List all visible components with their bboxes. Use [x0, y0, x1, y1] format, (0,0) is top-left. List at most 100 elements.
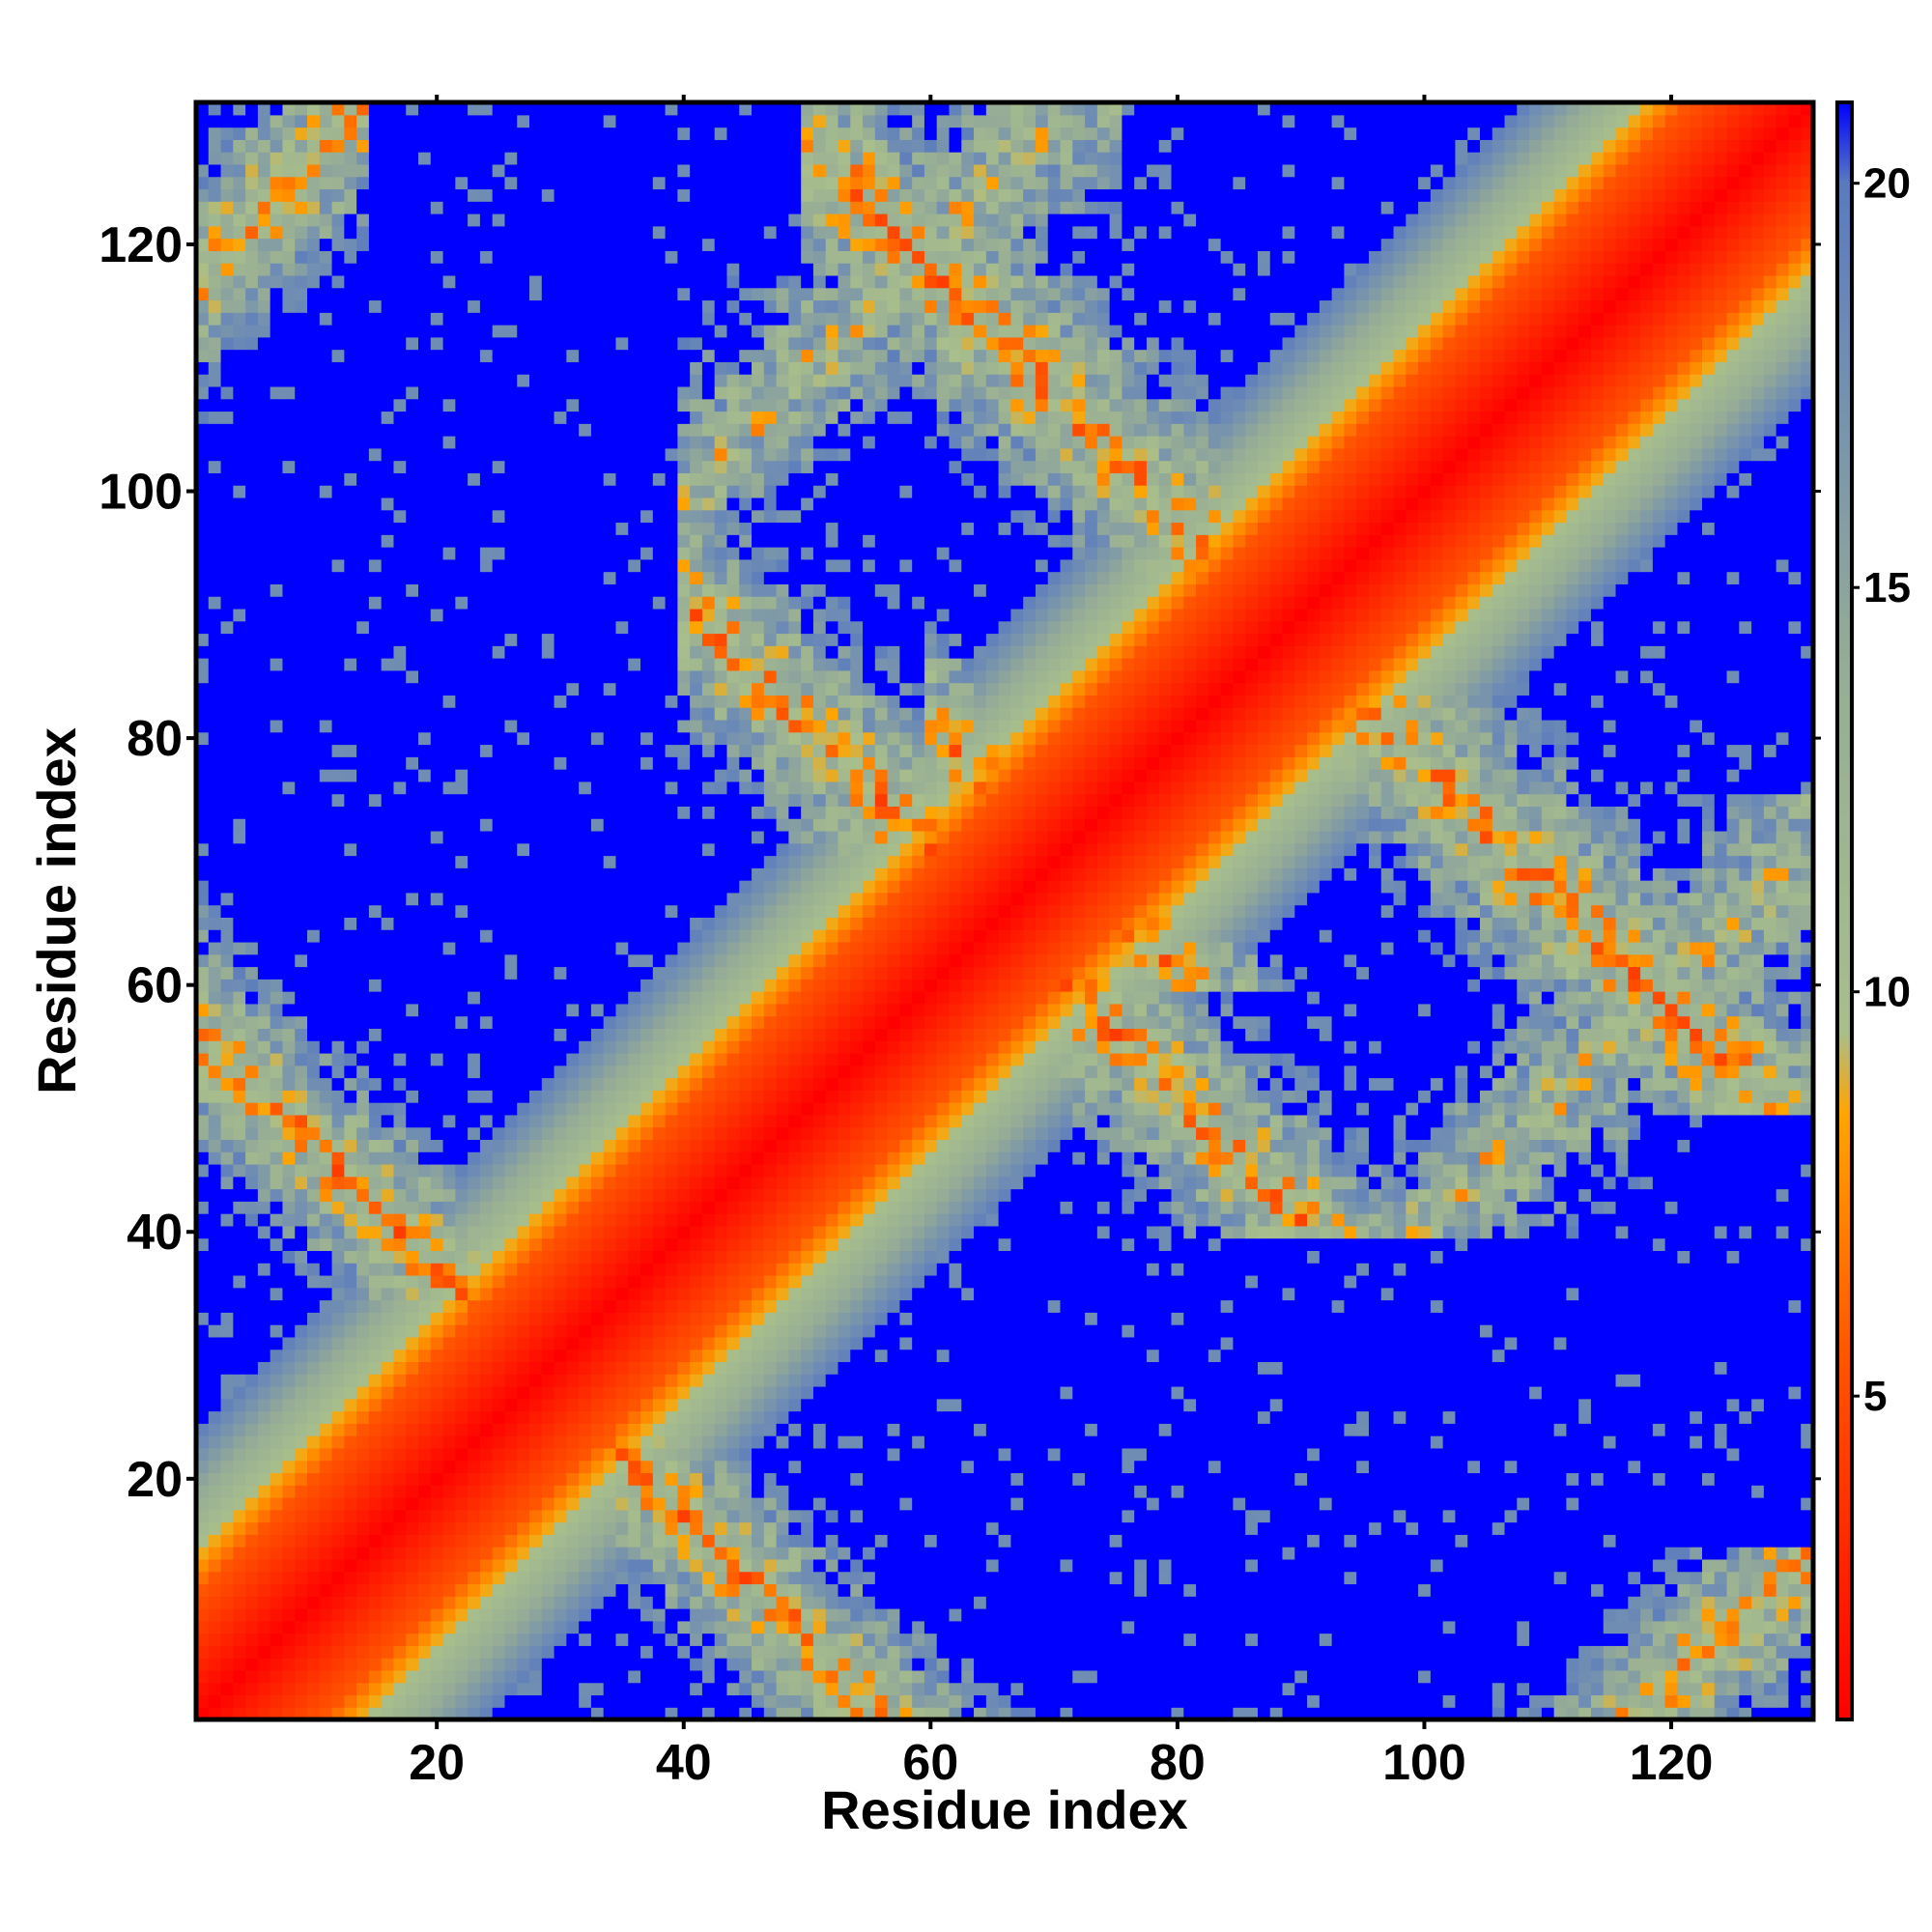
heatmap-cell	[826, 1608, 838, 1621]
heatmap-cell	[838, 1658, 850, 1670]
heatmap-cell	[1616, 1645, 1629, 1658]
heatmap-cell	[1517, 1559, 1529, 1572]
heatmap-cell	[961, 1324, 974, 1337]
heatmap-cell	[653, 1572, 666, 1584]
heatmap-cell	[591, 1572, 604, 1584]
heatmap-cell	[455, 1324, 468, 1337]
heatmap-cell	[332, 1658, 345, 1670]
heatmap-cell	[1085, 1263, 1097, 1275]
heatmap-cell	[640, 1608, 653, 1621]
heatmap-cell	[1788, 1448, 1801, 1461]
heatmap-cell	[566, 1472, 579, 1485]
heatmap-cell	[1221, 1547, 1234, 1559]
heatmap-cell	[1320, 1485, 1332, 1497]
heatmap-cell	[1640, 1522, 1653, 1535]
heatmap-cell	[1616, 1288, 1629, 1300]
heatmap-cell	[282, 1522, 295, 1535]
heatmap-cell	[1061, 1559, 1073, 1572]
heatmap-cell	[209, 1547, 221, 1559]
heatmap-cell	[653, 1485, 666, 1497]
heatmap-cell	[1270, 1534, 1283, 1547]
heatmap-cell	[653, 1583, 666, 1596]
heatmap-cell	[1307, 1608, 1320, 1621]
heatmap-cell	[813, 1534, 826, 1547]
heatmap-cell	[1542, 1634, 1554, 1646]
heatmap-cell	[1702, 1670, 1715, 1683]
heatmap-cell	[542, 1461, 554, 1473]
heatmap-cell	[579, 1485, 591, 1497]
heatmap-cell	[1418, 1312, 1431, 1324]
heatmap-cell	[604, 1485, 616, 1497]
heatmap-cell	[1677, 1423, 1690, 1435]
heatmap-cell	[258, 1263, 270, 1275]
heatmap-cell	[1467, 1250, 1480, 1263]
heatmap-cell	[1307, 1288, 1320, 1300]
heatmap-cell	[1344, 1522, 1356, 1535]
heatmap-cell	[924, 1435, 937, 1448]
heatmap-cell	[1431, 1572, 1443, 1584]
heatmap-cell	[591, 1411, 604, 1424]
heatmap-cell	[1010, 1472, 1023, 1485]
heatmap-cell	[715, 1559, 727, 1572]
heatmap-cell	[838, 1522, 850, 1535]
heatmap-cell	[295, 1300, 307, 1313]
heatmap-cell	[801, 1361, 813, 1374]
heatmap-cell	[1036, 1386, 1048, 1399]
heatmap-cell	[1332, 1448, 1345, 1461]
heatmap-cell	[1640, 1250, 1653, 1263]
heatmap-cell	[1036, 1645, 1048, 1658]
heatmap-cell	[1665, 1350, 1678, 1362]
heatmap-cell	[1208, 1694, 1221, 1707]
heatmap-cell	[566, 1596, 579, 1608]
heatmap-cell	[702, 1583, 715, 1596]
heatmap-cell	[566, 1263, 579, 1275]
heatmap-cell	[1443, 1337, 1456, 1350]
heatmap-cell	[221, 1658, 234, 1670]
heatmap-cell	[455, 1572, 468, 1584]
heatmap-cell	[591, 1683, 604, 1695]
heatmap-cell	[961, 1608, 974, 1621]
heatmap-cell	[1048, 1250, 1061, 1263]
heatmap-cell	[726, 1324, 739, 1337]
heatmap-cell	[529, 1312, 542, 1324]
heatmap-cell	[1640, 1324, 1653, 1337]
heatmap-cell	[912, 1645, 924, 1658]
heatmap-cell	[1542, 1596, 1554, 1608]
heatmap-cell	[1788, 1399, 1801, 1411]
heatmap-cell	[850, 1300, 863, 1313]
heatmap-cell	[295, 1497, 307, 1510]
heatmap-cell	[1578, 1694, 1591, 1707]
heatmap-cell	[1665, 1645, 1678, 1658]
heatmap-cell	[1023, 1361, 1036, 1374]
heatmap-cell	[1653, 1386, 1665, 1399]
heatmap-cell	[295, 1423, 307, 1435]
heatmap-cell	[801, 1423, 813, 1435]
heatmap-cell	[406, 1534, 418, 1547]
heatmap-cell	[1406, 1534, 1418, 1547]
heatmap-cell	[1628, 1350, 1640, 1362]
heatmap-cell	[640, 1621, 653, 1634]
heatmap-cell	[1344, 1300, 1356, 1313]
heatmap-cell	[912, 1510, 924, 1522]
heatmap-cell	[1529, 1411, 1542, 1424]
heatmap-cell	[1715, 1572, 1727, 1584]
heatmap-cell	[950, 1386, 962, 1399]
heatmap-cell	[1727, 1312, 1740, 1324]
heatmap-cell	[455, 1399, 468, 1411]
heatmap-cell	[1245, 1386, 1258, 1399]
heatmap-cell	[1751, 1386, 1764, 1399]
heatmap-cell	[258, 1361, 270, 1374]
heatmap-cell	[270, 1497, 283, 1510]
heatmap-cell	[1270, 1361, 1283, 1374]
heatmap-cell	[615, 1596, 628, 1608]
heatmap-cell	[504, 1547, 517, 1559]
heatmap-cell	[1690, 1634, 1702, 1646]
heatmap-cell	[1122, 1510, 1134, 1522]
heatmap-cell	[1640, 1694, 1653, 1707]
heatmap-cell	[666, 1547, 678, 1559]
heatmap-cell	[1394, 1694, 1406, 1707]
heatmap-cell	[480, 1448, 493, 1461]
heatmap-cell	[320, 1645, 332, 1658]
heatmap-cell	[1072, 1534, 1085, 1547]
heatmap-cell	[1294, 1461, 1307, 1473]
